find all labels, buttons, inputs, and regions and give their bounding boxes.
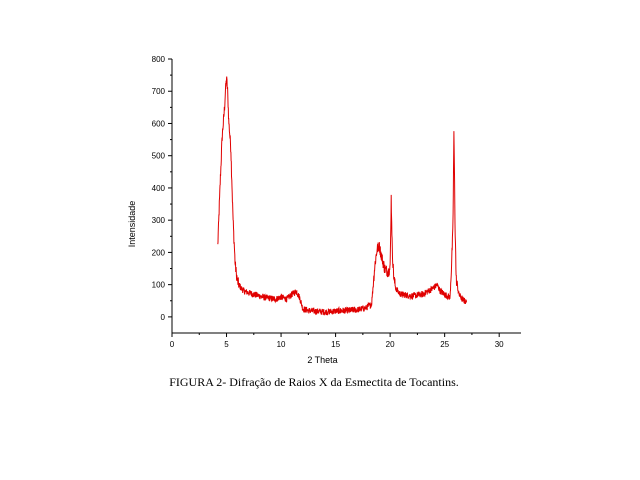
y-tick-label: 200 — [152, 248, 166, 257]
y-axis-title: Intensidade — [127, 201, 137, 248]
y-tick-label: 500 — [152, 152, 166, 161]
y-tick-label: 400 — [152, 184, 166, 193]
figure-caption: FIGURA 2- Difração de Raios X da Esmecti… — [169, 375, 459, 389]
y-tick-label: 0 — [161, 313, 166, 322]
x-axis-title: 2 Theta — [307, 355, 337, 365]
x-tick-label: 15 — [331, 340, 340, 349]
series-line-xrd — [217, 76, 467, 316]
xrd-chart: 0 100 200 300 400 500 600 700 800 0 5 10 15 20 25 30 In… — [127, 55, 521, 365]
x-tick-label: 20 — [386, 340, 395, 349]
y-tick-label: 100 — [152, 281, 166, 290]
y-tick-label: 800 — [152, 55, 166, 64]
chart-axes: 0 100 200 300 400 500 600 700 800 0 5 10 15 20 25 30 — [152, 55, 521, 349]
x-tick-label: 25 — [440, 340, 449, 349]
x-tick-label: 30 — [495, 340, 504, 349]
y-tick-label: 600 — [152, 119, 166, 128]
x-tick-label: 0 — [170, 340, 175, 349]
y-tick-label: 700 — [152, 87, 166, 96]
x-tick-label: 10 — [277, 340, 286, 349]
y-tick-label: 300 — [152, 216, 166, 225]
x-tick-label: 5 — [224, 340, 229, 349]
